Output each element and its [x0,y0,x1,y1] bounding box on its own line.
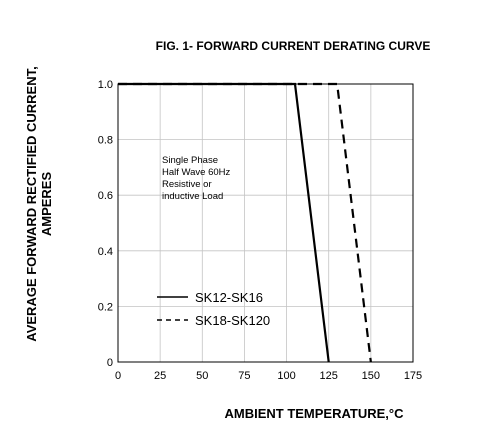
plot-frame [117,83,414,363]
annotation-line-1: Single Phase [162,155,218,166]
x-tick-label-7: 175 [404,370,422,382]
y-tick-labels: 0 0.2 0.4 0.6 0.8 1.0 [98,79,113,369]
y-tick-label-1: 0.2 [98,301,113,313]
x-tick-label-3: 75 [238,370,250,382]
x-tick-label-4: 100 [277,370,295,382]
legend-label-sk18-sk120: SK18-SK120 [195,313,270,328]
y-tick-label-2: 0.4 [98,246,113,258]
x-tick-label-5: 125 [320,370,338,382]
annotation-line-4: inductive Load [162,191,223,202]
x-tick-label-6: 150 [362,370,380,382]
annotation-line-3: Resistive or [162,179,212,190]
x-axis-title: AMBIENT TEMPERATURE,°C [224,406,404,421]
x-tick-labels: 0 25 50 75 100 125 150 175 [115,370,422,382]
legend: SK12-SK16 SK18-SK120 [157,290,270,328]
annotation-line-2: Half Wave 60Hz [162,167,231,178]
legend-label-sk12-sk16: SK12-SK16 [195,290,263,305]
y-axis-title-line-1: AVERAGE FORWARD RECTIFIED CURRENT, [24,66,39,341]
y-tick-label-0: 0 [107,357,113,369]
x-tick-label-1: 25 [154,370,166,382]
x-tick-label-2: 50 [196,370,208,382]
chart-title: FIG. 1- FORWARD CURRENT DERATING CURVE [156,39,431,53]
y-tick-label-5: 1.0 [98,79,113,91]
y-axis-title-line-2: AMPERES [39,172,54,237]
x-tick-label-0: 0 [115,370,121,382]
annotation-note: Single Phase Half Wave 60Hz Resistive or… [162,155,231,202]
y-tick-label-4: 0.8 [98,135,113,147]
y-tick-label-3: 0.6 [98,190,113,202]
series-line-sk18-sk120 [118,82,372,363]
